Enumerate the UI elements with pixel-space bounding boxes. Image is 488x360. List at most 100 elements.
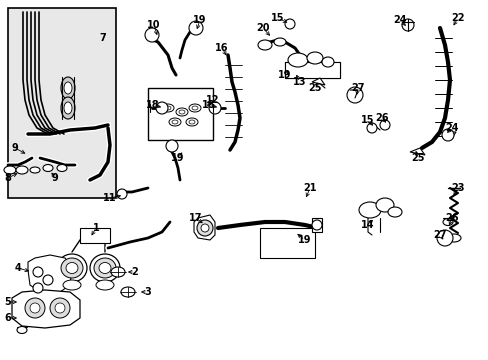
Circle shape bbox=[43, 275, 53, 285]
Circle shape bbox=[311, 220, 321, 230]
Bar bbox=[80, 228, 110, 243]
Polygon shape bbox=[12, 290, 80, 328]
Text: 2: 2 bbox=[131, 267, 138, 277]
Ellipse shape bbox=[30, 167, 40, 173]
Ellipse shape bbox=[287, 53, 307, 67]
Bar bbox=[8, 8, 116, 198]
Text: 21: 21 bbox=[303, 183, 316, 193]
Ellipse shape bbox=[94, 258, 116, 278]
Text: 19: 19 bbox=[278, 70, 291, 80]
Text: 12: 12 bbox=[206, 95, 219, 105]
Ellipse shape bbox=[61, 77, 75, 99]
Ellipse shape bbox=[176, 108, 187, 116]
Ellipse shape bbox=[321, 57, 333, 67]
Text: 11: 11 bbox=[103, 193, 117, 203]
Circle shape bbox=[436, 230, 452, 246]
Text: 23: 23 bbox=[450, 183, 464, 193]
Ellipse shape bbox=[306, 52, 323, 64]
Polygon shape bbox=[285, 62, 339, 78]
Circle shape bbox=[366, 123, 376, 133]
Ellipse shape bbox=[172, 120, 178, 124]
Text: 9: 9 bbox=[52, 173, 58, 183]
Ellipse shape bbox=[189, 104, 201, 112]
Text: 5: 5 bbox=[4, 297, 11, 307]
Ellipse shape bbox=[273, 38, 285, 46]
Circle shape bbox=[346, 87, 362, 103]
Ellipse shape bbox=[90, 254, 120, 282]
Text: 4: 4 bbox=[15, 263, 21, 273]
Text: 9: 9 bbox=[12, 143, 19, 153]
Ellipse shape bbox=[442, 219, 452, 225]
Circle shape bbox=[156, 102, 168, 114]
Text: 16: 16 bbox=[215, 43, 228, 53]
Circle shape bbox=[50, 298, 70, 318]
Text: 18: 18 bbox=[202, 100, 215, 110]
Ellipse shape bbox=[61, 258, 83, 278]
Ellipse shape bbox=[64, 102, 72, 114]
Polygon shape bbox=[28, 255, 72, 292]
Polygon shape bbox=[311, 78, 325, 85]
Circle shape bbox=[33, 283, 43, 293]
Ellipse shape bbox=[162, 104, 174, 112]
Ellipse shape bbox=[57, 254, 87, 282]
Ellipse shape bbox=[99, 262, 111, 274]
Text: 15: 15 bbox=[271, 13, 284, 23]
Ellipse shape bbox=[96, 280, 114, 290]
Circle shape bbox=[165, 140, 178, 152]
Text: 1: 1 bbox=[92, 223, 99, 233]
Text: 10: 10 bbox=[147, 20, 161, 30]
Circle shape bbox=[25, 298, 45, 318]
Polygon shape bbox=[194, 215, 215, 240]
Circle shape bbox=[401, 19, 413, 31]
Ellipse shape bbox=[66, 262, 78, 274]
Ellipse shape bbox=[258, 40, 271, 50]
Ellipse shape bbox=[375, 198, 393, 212]
Ellipse shape bbox=[61, 97, 75, 119]
Text: 8: 8 bbox=[4, 173, 11, 183]
Ellipse shape bbox=[121, 287, 135, 297]
Text: 19: 19 bbox=[171, 153, 184, 163]
Text: 25: 25 bbox=[410, 153, 424, 163]
Ellipse shape bbox=[387, 207, 401, 217]
Ellipse shape bbox=[189, 120, 195, 124]
Ellipse shape bbox=[111, 267, 125, 277]
Text: 25: 25 bbox=[307, 83, 321, 93]
Text: 18: 18 bbox=[146, 100, 160, 110]
Circle shape bbox=[208, 102, 221, 114]
Circle shape bbox=[117, 189, 127, 199]
Polygon shape bbox=[409, 148, 424, 155]
Ellipse shape bbox=[63, 280, 81, 290]
Ellipse shape bbox=[43, 165, 53, 171]
Text: 24: 24 bbox=[392, 15, 406, 25]
Ellipse shape bbox=[57, 165, 67, 171]
Ellipse shape bbox=[64, 82, 72, 94]
Text: 14: 14 bbox=[361, 220, 374, 230]
Ellipse shape bbox=[169, 118, 181, 126]
Circle shape bbox=[145, 28, 159, 42]
Circle shape bbox=[379, 120, 389, 130]
Text: 22: 22 bbox=[450, 13, 464, 23]
Ellipse shape bbox=[192, 106, 198, 110]
Text: 6: 6 bbox=[4, 313, 11, 323]
Text: 26: 26 bbox=[374, 113, 388, 123]
Ellipse shape bbox=[4, 166, 16, 174]
Ellipse shape bbox=[358, 202, 380, 218]
Text: 26: 26 bbox=[445, 213, 458, 223]
Text: 27: 27 bbox=[350, 83, 364, 93]
Bar bbox=[148, 88, 213, 140]
Text: 7: 7 bbox=[100, 33, 106, 43]
Text: 27: 27 bbox=[432, 230, 446, 240]
Circle shape bbox=[441, 129, 453, 141]
Ellipse shape bbox=[164, 106, 171, 110]
Circle shape bbox=[197, 220, 213, 236]
Ellipse shape bbox=[179, 110, 184, 114]
Circle shape bbox=[189, 21, 203, 35]
Ellipse shape bbox=[16, 166, 28, 174]
Text: 17: 17 bbox=[189, 213, 203, 223]
Text: 3: 3 bbox=[144, 287, 151, 297]
Circle shape bbox=[201, 224, 208, 232]
Bar bbox=[260, 228, 314, 258]
Text: 19: 19 bbox=[298, 235, 311, 245]
Polygon shape bbox=[311, 218, 321, 232]
Circle shape bbox=[33, 267, 43, 277]
